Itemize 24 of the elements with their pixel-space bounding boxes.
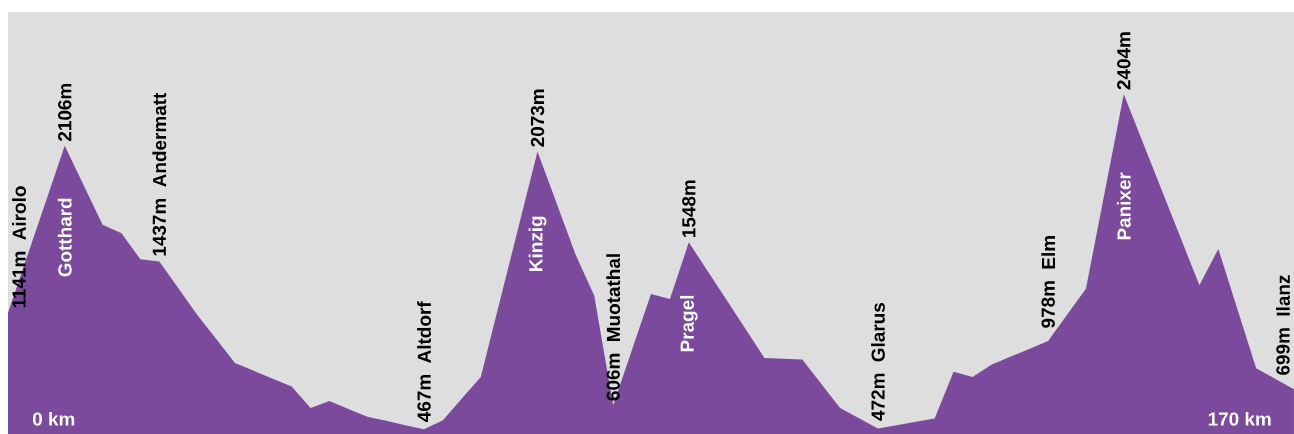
annotation: Kinzig (528, 216, 547, 271)
data-label: 1548m (682, 180, 696, 237)
data-label: 1437m (152, 198, 167, 256)
annotation: Panixer (1116, 172, 1131, 240)
annotation: Ilanz (1276, 275, 1290, 316)
data-label: 2073m (530, 89, 545, 147)
annotation: Elm (1041, 236, 1056, 269)
data-label: 2404m (1117, 32, 1131, 90)
data-label: 2106m (58, 83, 72, 141)
annotation: 0 km (32, 411, 75, 426)
annotation: Andermatt (152, 92, 167, 187)
annotation: Airolo (12, 186, 26, 240)
data-label: 699m (1276, 328, 1290, 375)
annotation: Pragel (679, 295, 698, 352)
data-label: 467m (417, 374, 431, 422)
annotation: Altdorf (417, 301, 432, 363)
annotation: 170 km (1208, 411, 1271, 426)
annotation: Gotthard (57, 198, 72, 277)
annotation: Muotathal (606, 254, 621, 341)
data-label: 1141m (12, 251, 26, 308)
data-label: 978m (1041, 281, 1055, 328)
data-label: 472m (871, 373, 885, 421)
data-label: 606m (606, 353, 620, 401)
annotation: Glarus (870, 303, 885, 362)
